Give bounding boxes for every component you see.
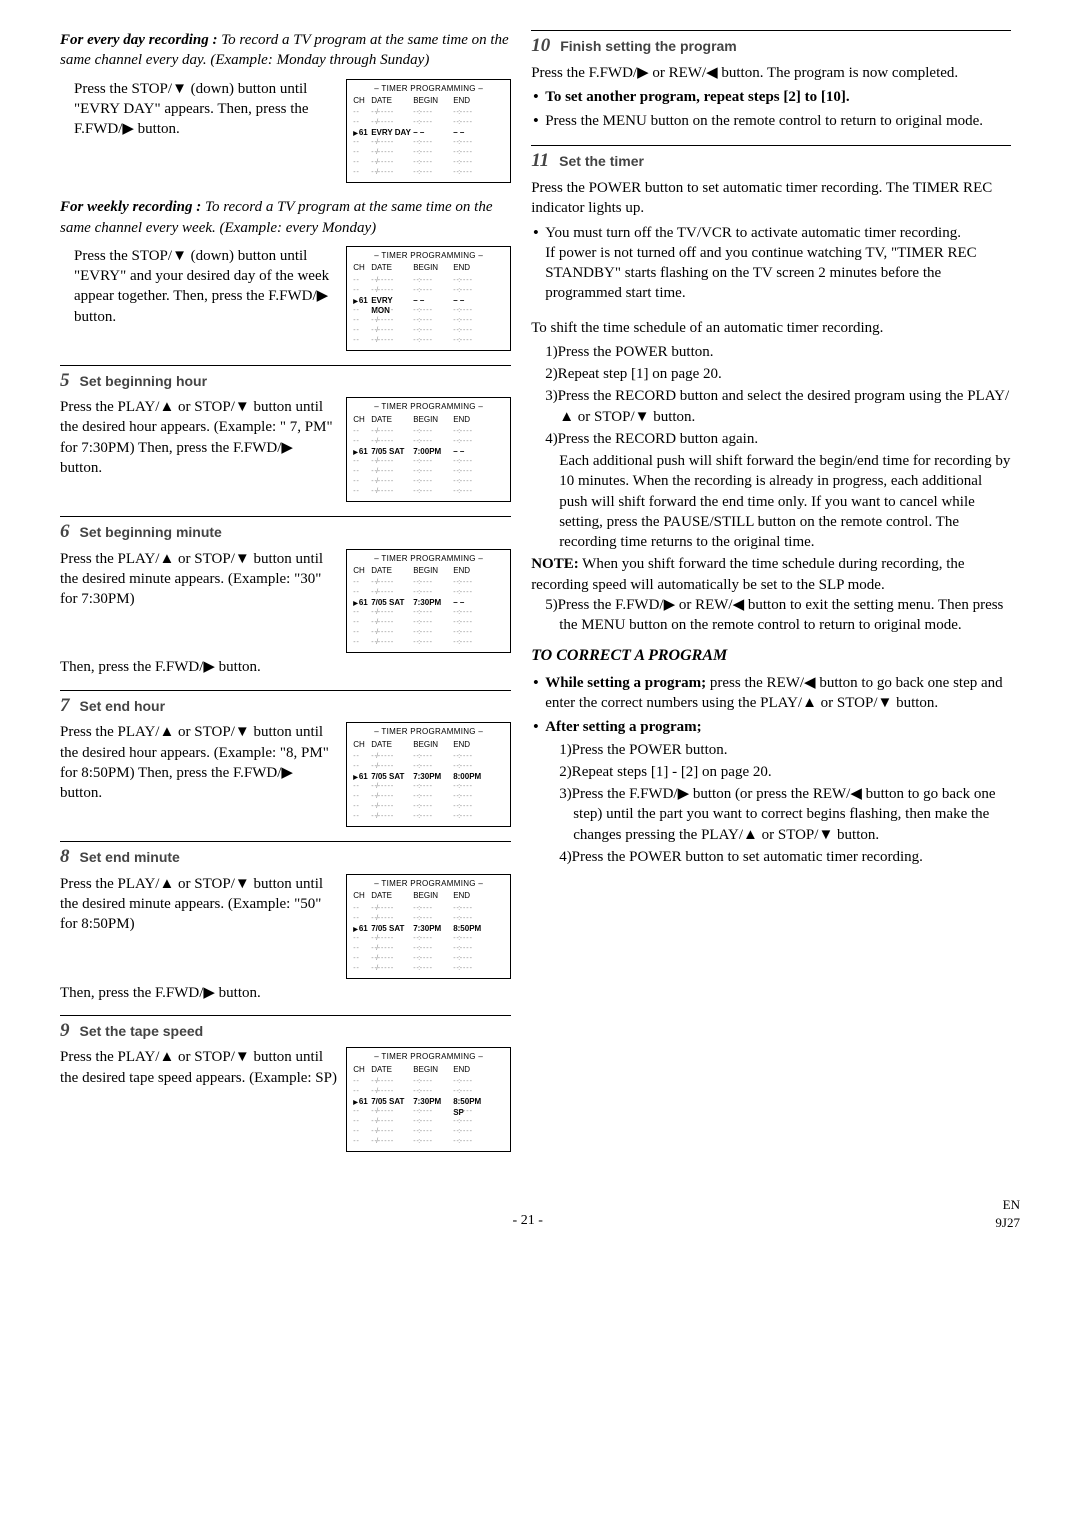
step-5: 5 Set beginning hour Press the PLAY/▲ or… [60,365,511,502]
footer-right: EN 9J27 [995,1196,1020,1231]
correct-3: 3)Press the F.FWD/▶ button (or press the… [559,784,1011,845]
timer-box-step6: – TIMER PROGRAMMING – CHDATEBEGINEND - -… [346,549,511,654]
shift-4-body: Each additional push will shift forward … [545,451,1011,552]
intro-weekly: For weekly recording : To record a TV pr… [60,197,511,238]
weekly-block: Press the STOP/▼ (down) button until "EV… [60,246,511,351]
timer-header: CH DATE BEGIN END [353,96,504,106]
step8-body: Press the PLAY/▲ or STOP/▼ button until … [60,876,323,933]
step-7: 7 Set end hour Press the PLAY/▲ or STOP/… [60,690,511,827]
step-6: 6 Set beginning minute Press the PLAY/▲ … [60,516,511,678]
page-number: - 21 - [513,1212,543,1231]
weekly-text: Press the STOP/▼ (down) button until "EV… [60,246,338,327]
left-column: For every day recording : To record a TV… [60,30,511,1166]
shift-2: 2)Repeat step [1] on page 20. [545,364,1011,384]
timer-box-step8: – TIMER PROGRAMMING – CHDATEBEGINEND - -… [346,874,511,979]
step5-body: Press the PLAY/▲ or STOP/▼ button until … [60,397,338,478]
step7-body: Press the PLAY/▲ or STOP/▼ button until … [60,722,338,803]
cell-end: – – [453,128,483,138]
timer-title: – TIMER PROGRAMMING – [353,251,504,261]
note-label: NOTE: [531,556,579,572]
note-body: When you shift forward the time schedule… [531,556,964,592]
page-footer: - 21 - EN 9J27 [60,1196,1020,1231]
step11-b1a: You must turn off the TV/VCR to activate… [545,225,961,241]
step6-body2: Then, press the F.FWD/▶ button. [60,657,511,677]
step10-body: Press the F.FWD/▶ or REW/◀ button. The p… [531,63,1011,83]
step-num: 5 [60,368,70,394]
correct-b2: After setting a program; [545,719,702,735]
shift-4: 4)Press the RECORD button again. [545,429,1011,449]
cell-date: EVRY DAY [371,128,413,138]
highlight-row: 61 EVRY DAY – – – – [353,128,504,138]
step6-body: Press the PLAY/▲ or STOP/▼ button until … [60,551,323,608]
step9-body: Press the PLAY/▲ or STOP/▼ button until … [60,1047,338,1088]
step-8: 8 Set end minute Press the PLAY/▲ or STO… [60,841,511,1003]
intro-everyday-bold: For every day recording : [60,32,217,48]
intro-everyday: For every day recording : To record a TV… [60,30,511,71]
th-begin: BEGIN [413,96,453,106]
step-title: Set beginning hour [80,372,208,391]
correct-1: 1)Press the POWER button. [559,740,1011,760]
shift-list: 1)Press the POWER button. 2)Repeat step … [531,342,1011,553]
step10-b1: To set another program, repeat steps [2]… [545,89,849,105]
timer-box-step7: – TIMER PROGRAMMING – CHDATEBEGINEND - -… [346,722,511,827]
footer-r2: 9J27 [995,1215,1020,1230]
step-10: 10 Finish setting the program Press the … [531,30,1011,131]
timer-title: – TIMER PROGRAMMING – [353,84,504,94]
step-9: 9 Set the tape speed Press the PLAY/▲ or… [60,1015,511,1152]
everyday-text: Press the STOP/▼ (down) button until "EV… [60,79,338,140]
step11-body: Press the POWER button to set automatic … [531,178,1011,219]
timer-box-weekly: – TIMER PROGRAMMING – CH DATE BEGIN END … [346,246,511,351]
everyday-block: Press the STOP/▼ (down) button until "EV… [60,79,511,184]
step8-body2: Then, press the F.FWD/▶ button. [60,983,511,1003]
timer-rows: - -- -/- - - - -- -:- - - -- -:- - - - -… [353,108,504,178]
timer-header: CH DATE BEGIN END [353,263,504,273]
timer-box-everyday: – TIMER PROGRAMMING – CH DATE BEGIN END … [346,79,511,184]
correct-4: 4)Press the POWER button to set automati… [559,847,1011,867]
shift-intro: To shift the time schedule of an automat… [531,318,1011,338]
shift-5: 5)Press the F.FWD/▶ or REW/◀ button to e… [545,595,1011,636]
shift-5-wrap: 5)Press the F.FWD/▶ or REW/◀ button to e… [531,595,1011,636]
correct-2: 2)Repeat steps [1] - [2] on page 20. [559,762,1011,782]
page-container: For every day recording : To record a TV… [60,30,1020,1166]
intro-weekly-bold: For weekly recording : [60,199,201,215]
correct-sublist: 1)Press the POWER button. 2)Repeat steps… [545,740,1011,868]
shift-3: 3)Press the RECORD button and select the… [545,386,1011,427]
th-ch: CH [353,96,371,106]
cell-ch: 61 [353,128,371,138]
right-column: 10 Finish setting the program Press the … [531,30,1011,1166]
th-end: END [453,96,483,106]
step10-bullets: To set another program, repeat steps [2]… [531,87,1011,132]
cell-begin: – – [413,128,453,138]
correct-bullets: While setting a program; press the REW/◀… [531,673,1011,867]
step10-b2: Press the MENU button on the remote cont… [531,111,1011,131]
correct-title: TO CORRECT A PROGRAM [531,645,1011,667]
th-date: DATE [371,96,413,106]
step11-b1b: If power is not turned off and you conti… [545,245,976,302]
shift-1: 1)Press the POWER button. [545,342,1011,362]
footer-r1: EN [1003,1197,1020,1212]
step-11: 11 Set the timer Press the POWER button … [531,145,1011,303]
step11-bullets: You must turn off the TV/VCR to activate… [531,223,1011,304]
timer-box-step5: – TIMER PROGRAMMING – CHDATEBEGINEND - -… [346,397,511,502]
correct-b1a: While setting a program; [545,675,706,691]
note-line: NOTE: When you shift forward the time sc… [531,554,1011,595]
timer-box-step9: – TIMER PROGRAMMING – CHDATEBEGINEND - -… [346,1047,511,1152]
